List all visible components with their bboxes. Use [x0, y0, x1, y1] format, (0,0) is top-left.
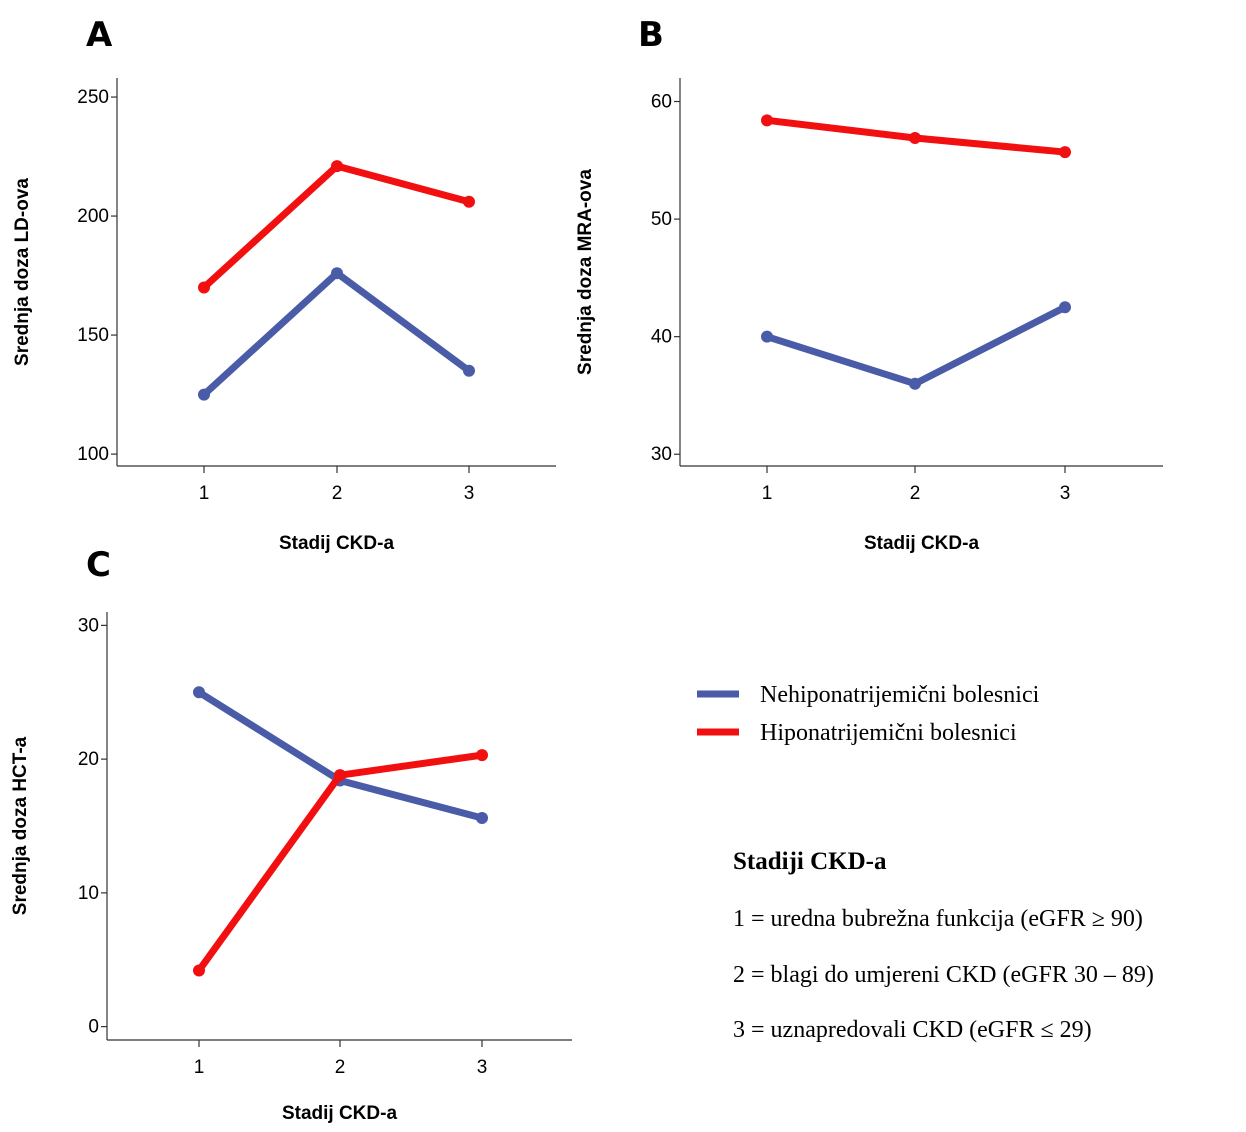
y-tick-label: 200: [77, 206, 109, 227]
x-tick-label: 1: [199, 483, 210, 504]
data-point: [331, 267, 343, 280]
data-point: [198, 281, 210, 294]
y-tick-label: 30: [78, 615, 99, 636]
chart-panel-a: 100 150 200 250 1 2 3 Stadij CKD-a Srednja doza …: [12, 78, 556, 554]
series-line-nehiponatrijemicni: [763, 303, 1069, 388]
data-point: [463, 364, 475, 377]
data-point: [193, 686, 205, 699]
series-line-nehiponatrijemicni: [200, 269, 473, 399]
y-tick-label: 0: [88, 1017, 99, 1038]
y-axis-title: Srednja doza HCT-a: [10, 736, 31, 915]
legend-label-hiponatrijemicni: Hiponatrijemični bolesnici: [760, 720, 1017, 746]
y-tick-label: 30: [651, 444, 672, 465]
x-tick-label: 1: [194, 1057, 205, 1078]
data-point: [1059, 301, 1071, 314]
stage-note: Stadiji CKD-a 1 = uredna bubrežna funkci…: [733, 848, 1154, 1043]
stage-note-line-1: 1 = uredna bubrežna funkcija (eGFR ≥ 90): [733, 906, 1143, 932]
legend-label-nehiponatrijemicni: Nehiponatrijemični bolesnici: [760, 682, 1040, 708]
data-point: [476, 811, 488, 824]
y-tick-label: 50: [651, 209, 672, 230]
stage-note-line-3: 3 = uznapredovali CKD (eGFR ≤ 29): [733, 1017, 1092, 1043]
data-point: [761, 330, 773, 343]
y-tick-label: 60: [651, 92, 672, 113]
data-point: [909, 131, 921, 144]
y-axis-title: Srednja doza MRA-ova: [575, 169, 596, 375]
data-point: [193, 964, 205, 977]
x-tick-label: 2: [335, 1057, 346, 1078]
x-tick-label: 3: [464, 483, 475, 504]
data-point: [1059, 146, 1071, 159]
x-tick-label: 2: [910, 483, 921, 504]
data-point: [198, 388, 210, 401]
x-tick-label: 3: [477, 1057, 488, 1078]
y-tick-label: 250: [77, 87, 109, 108]
data-point: [334, 769, 346, 782]
stage-note-title: Stadiji CKD-a: [733, 848, 887, 875]
panel-letter-c: C: [86, 545, 111, 585]
x-tick-label: 3: [1060, 483, 1071, 504]
x-tick-label: 2: [332, 483, 343, 504]
data-point: [909, 377, 921, 390]
data-point: [463, 195, 475, 208]
y-axis-title: Srednja doza LD-ova: [12, 178, 33, 366]
panel-letter-b: B: [638, 15, 664, 55]
x-axis-title: Stadij CKD-a: [864, 533, 980, 554]
x-axis-title: Stadij CKD-a: [279, 533, 395, 554]
chart-panel-b: 30 40 50 60 1 2 3 Stadij CKD-a Srednja doza MRA-…: [575, 78, 1163, 554]
y-tick-label: 40: [651, 327, 672, 348]
y-tick-label: 20: [78, 749, 99, 770]
x-axis-title: Stadij CKD-a: [282, 1103, 398, 1124]
series-line-nehiponatrijemicni: [195, 688, 486, 822]
x-tick-label: 1: [762, 483, 773, 504]
series-line-hiponatrijemicni: [195, 751, 486, 974]
legend: Nehiponatrijemični bolesnici Hiponatrije…: [697, 682, 1040, 746]
stage-note-line-2: 2 = blagi do umjereni CKD (eGFR 30 – 89): [733, 962, 1154, 988]
y-tick-label: 10: [78, 883, 99, 904]
y-tick-label: 150: [77, 325, 109, 346]
chart-panel-c: 0 10 20 30 1 2 3 Stadij CKD-a Srednja doza HCT-a: [10, 612, 572, 1124]
panel-letter-a: A: [86, 15, 113, 55]
data-point: [476, 749, 488, 762]
y-tick-label: 100: [77, 444, 109, 465]
data-point: [761, 114, 773, 127]
data-point: [331, 160, 343, 173]
